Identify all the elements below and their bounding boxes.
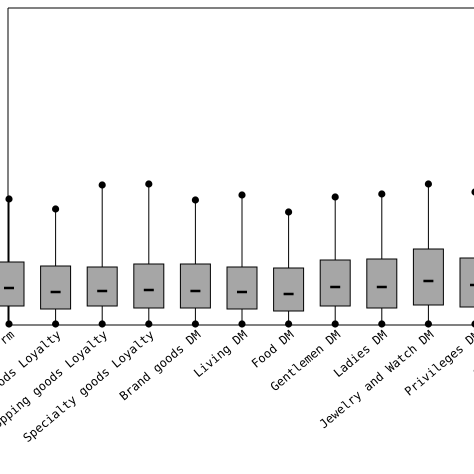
- max-point: [98, 181, 106, 189]
- iqr-box: [133, 263, 165, 309]
- max-point: [285, 208, 293, 216]
- box-10: [459, 188, 474, 328]
- x-tick-label: Brand goods DM: [117, 328, 203, 404]
- min-point: [191, 320, 199, 328]
- box-8: [366, 190, 398, 328]
- max-point: [471, 188, 474, 196]
- max-point: [424, 180, 432, 188]
- min-point: [5, 320, 13, 328]
- iqr-box: [86, 266, 118, 307]
- iqr-box: [0, 261, 25, 307]
- max-point: [5, 195, 13, 203]
- x-tick-label: rm: [0, 328, 17, 348]
- iqr-box: [459, 257, 474, 308]
- box-0: [0, 195, 25, 328]
- min-point: [52, 320, 60, 328]
- max-point: [238, 191, 246, 199]
- min-point: [471, 320, 474, 328]
- box-6: [273, 208, 305, 328]
- box-3: [133, 180, 165, 328]
- x-tick-label: Privileges DM: [402, 328, 474, 399]
- box-5: [226, 191, 258, 328]
- box-9: [412, 180, 444, 328]
- min-point: [145, 320, 153, 328]
- box-2: [86, 181, 118, 328]
- min-point: [98, 320, 106, 328]
- iqr-box: [319, 259, 351, 307]
- min-point: [238, 320, 246, 328]
- min-point: [285, 320, 293, 328]
- min-point: [331, 320, 339, 328]
- max-point: [145, 180, 153, 188]
- iqr-box: [226, 266, 258, 310]
- max-point: [331, 193, 339, 201]
- iqr-box: [40, 265, 72, 310]
- max-point: [191, 196, 199, 204]
- box-series: [0, 180, 474, 328]
- iqr-box: [366, 258, 398, 309]
- iqr-box: [179, 263, 211, 309]
- max-point: [378, 190, 386, 198]
- box-1: [40, 205, 72, 328]
- min-point: [378, 320, 386, 328]
- box-7: [319, 193, 351, 328]
- iqr-box: [273, 267, 305, 312]
- box-4: [179, 196, 211, 328]
- max-point: [52, 205, 60, 213]
- iqr-box: [412, 248, 444, 306]
- min-point: [424, 320, 432, 328]
